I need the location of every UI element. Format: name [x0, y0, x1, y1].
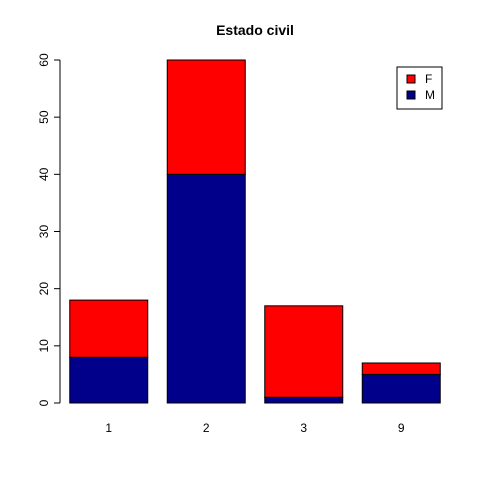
x-axis-labels: 1 2 3 9 [105, 421, 405, 435]
bar-F-1 [69, 299, 149, 358]
legend-label-M: M [425, 88, 435, 102]
y-tick-label: 0 [37, 399, 51, 406]
x-tick-label: 2 [203, 421, 210, 435]
legend-swatch-F [406, 74, 416, 84]
bar-M-1 [69, 356, 149, 404]
bars [69, 59, 441, 404]
bar-F-3 [264, 305, 344, 398]
y-tick-label: 30 [37, 225, 51, 239]
legend-label-F: F [425, 72, 432, 86]
y-tick-label: 10 [37, 339, 51, 353]
bar-F-2 [166, 59, 246, 175]
legend: FM [396, 66, 443, 110]
legend-swatch-M [406, 90, 416, 100]
bar-M-9 [361, 373, 441, 404]
y-tick-label: 20 [37, 282, 51, 296]
y-tick-label: 50 [37, 110, 51, 124]
legend-box [396, 66, 443, 110]
y-tick-label: 60 [37, 53, 51, 67]
x-tick-label: 9 [398, 421, 405, 435]
bar-M-3 [264, 396, 344, 404]
bar-M-2 [166, 173, 246, 404]
y-axis: 0 10 20 30 40 50 60 [37, 53, 61, 406]
y-tick-label: 40 [37, 167, 51, 181]
x-tick-label: 3 [300, 421, 307, 435]
x-tick-label: 1 [105, 421, 112, 435]
bar-F-9 [361, 362, 441, 375]
chart-title: Estado civil [216, 22, 294, 38]
